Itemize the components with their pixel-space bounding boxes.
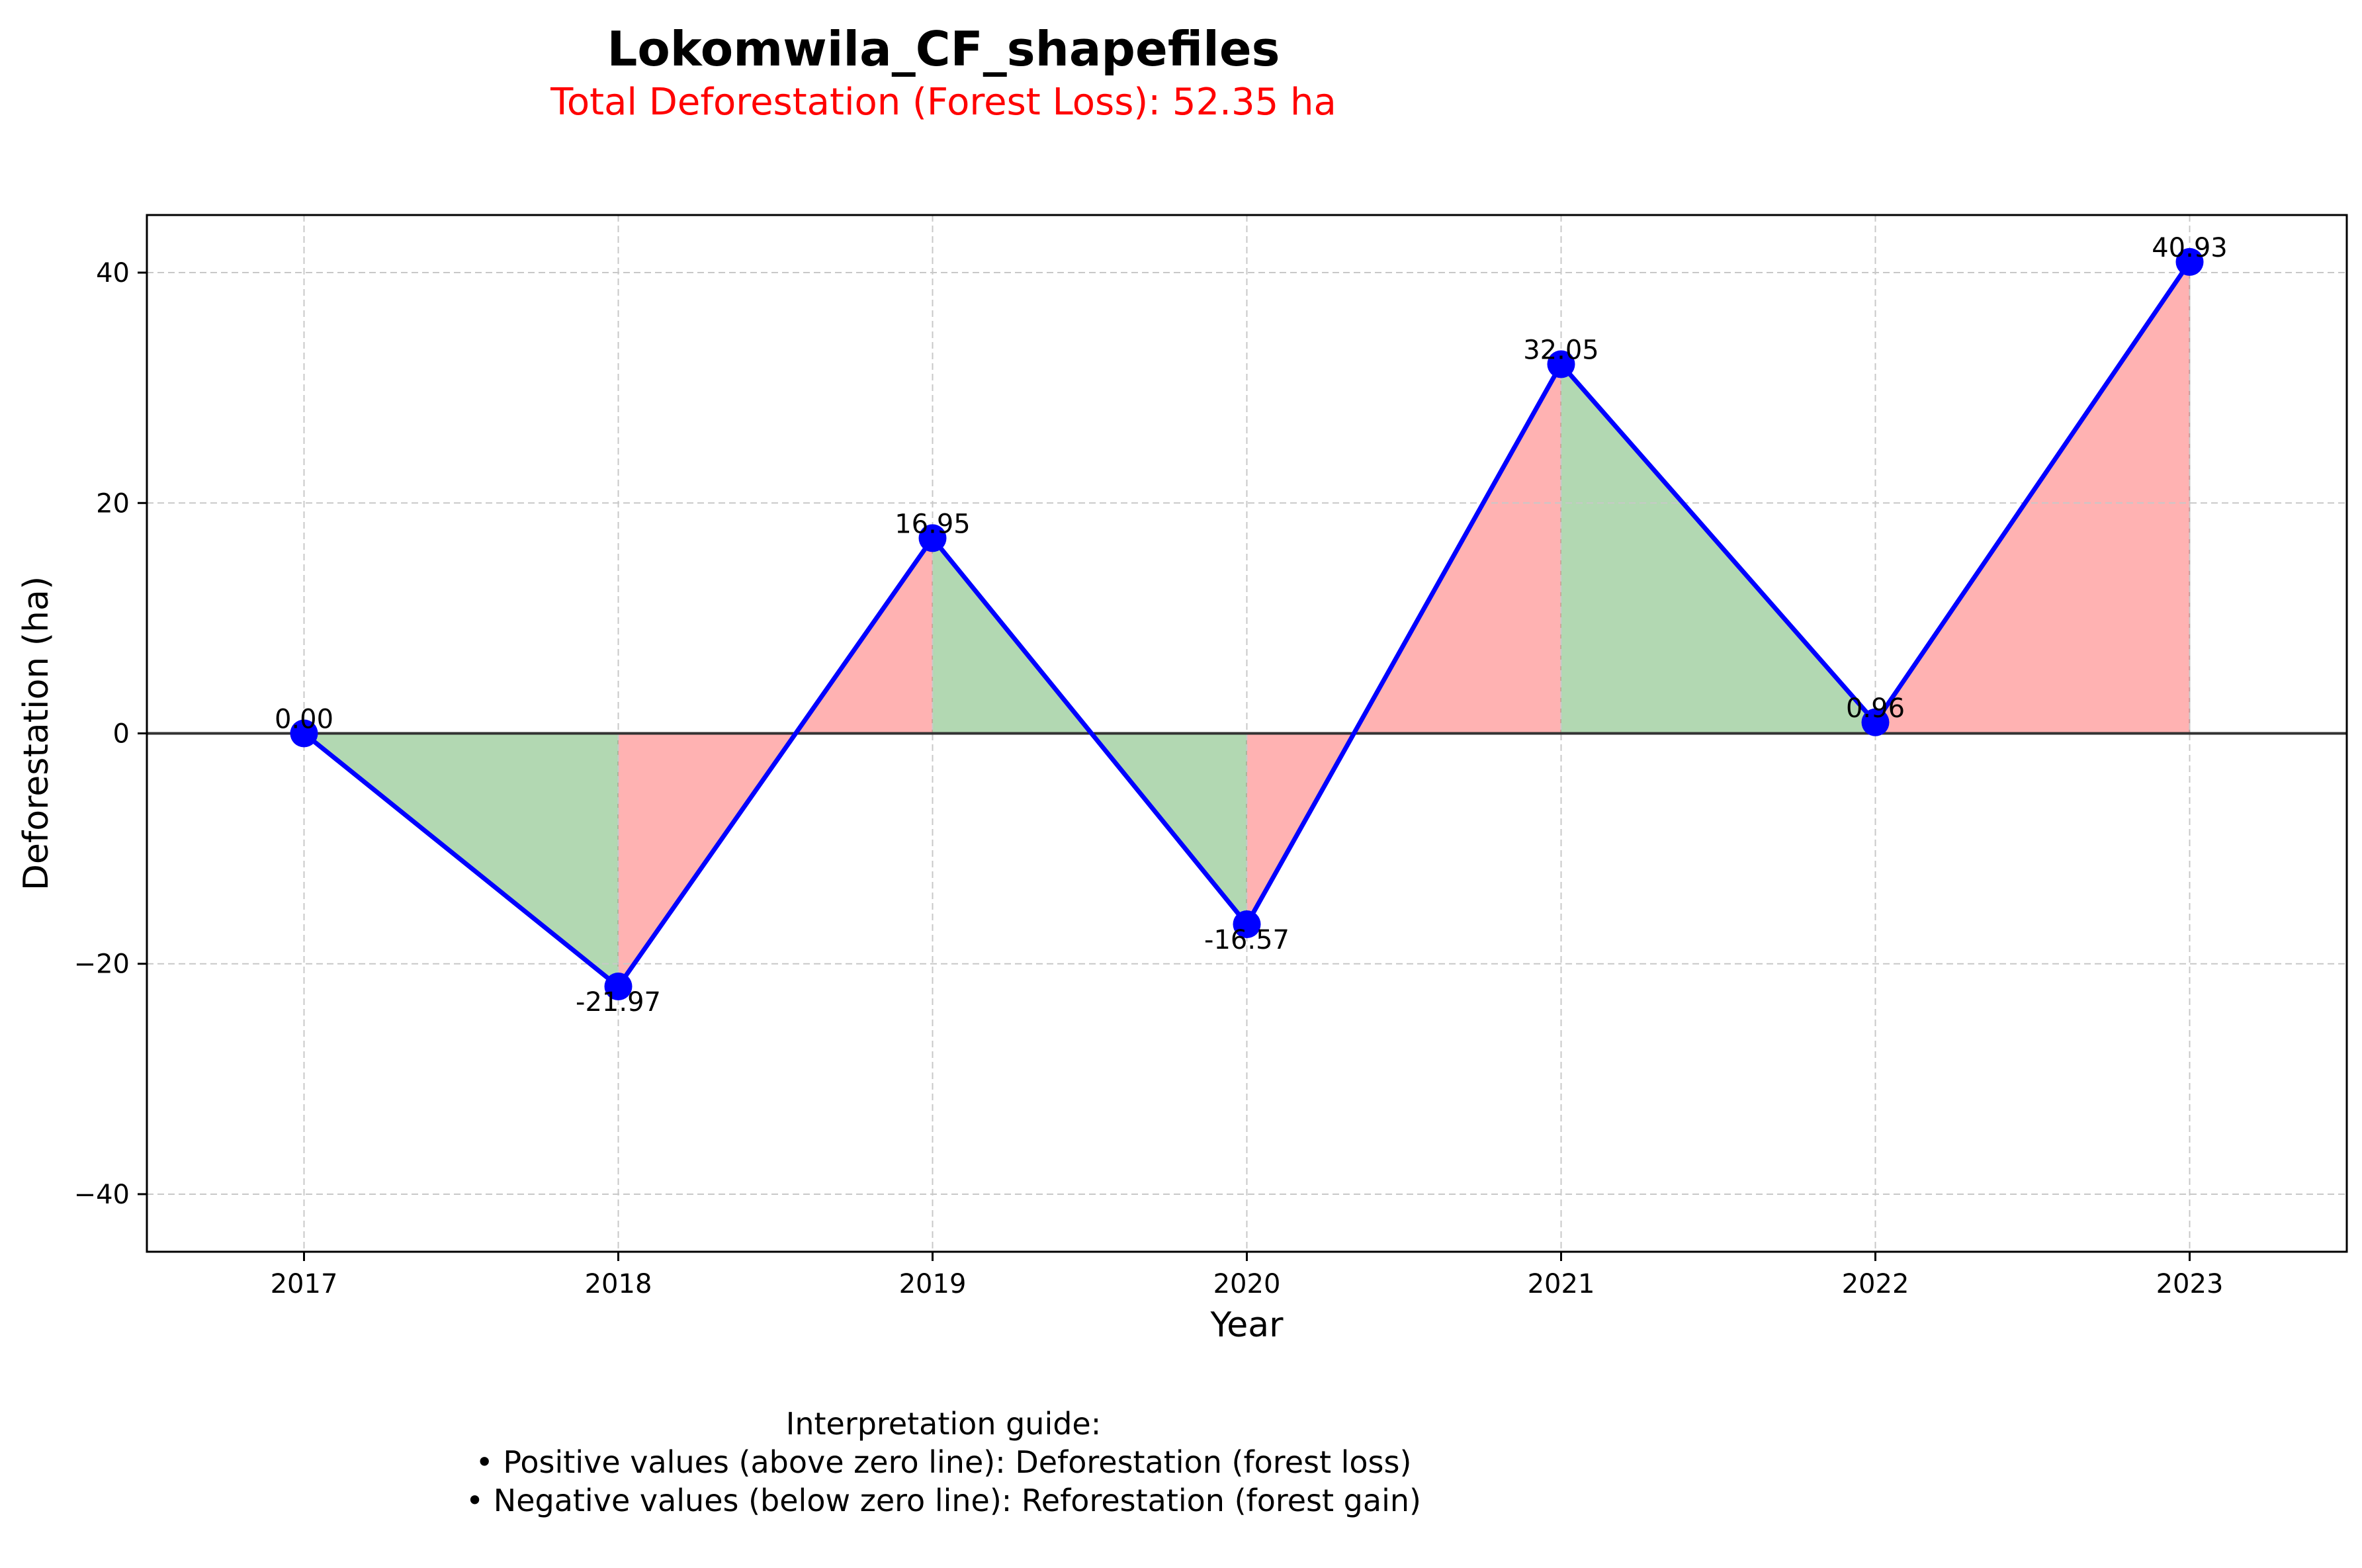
x-axis-label: Year [1209, 1305, 1284, 1345]
x-tick-label-2018: 2018 [585, 1269, 652, 1299]
data-point-2019 [918, 524, 947, 552]
data-point-2021 [1547, 350, 1575, 378]
chart-subtitle: Total Deforestation (Forest Loss): 52.35… [550, 81, 1336, 124]
chart-title: Lokomwila_CF_shapefiles [607, 21, 1280, 77]
y-tick-label-20: 20 [96, 488, 130, 519]
x-tick-label-2021: 2021 [1528, 1269, 1595, 1299]
data-point-2023 [2175, 247, 2204, 276]
interpretation-guide: Interpretation guide: • Positive values … [0, 1405, 1887, 1520]
y-tick-label-40: 40 [96, 258, 130, 288]
data-label-2020: -16.57 [1204, 925, 1290, 955]
x-tick-label-2023: 2023 [2156, 1269, 2224, 1299]
data-point-2018 [604, 973, 633, 1001]
data-point-2020 [1233, 910, 1261, 939]
guide-positive-line: • Positive values (above zero line): Def… [475, 1444, 1412, 1480]
data-label-2023: 40.93 [2152, 233, 2228, 263]
y-axis-label: Deforestation (ha) [17, 576, 56, 891]
data-label-2019: 16.95 [895, 509, 971, 539]
data-labels-group: 0.00 -21.97 16.95 -16.57 32.05 0.96 40.93 [275, 233, 2228, 1018]
guide-negative-line: • Negative values (below zero line): Ref… [466, 1483, 1421, 1518]
markers-group [290, 247, 2204, 1001]
data-point-2017 [290, 719, 318, 748]
x-tick-label-2022: 2022 [1842, 1269, 1909, 1299]
x-tick-label-2019: 2019 [899, 1269, 967, 1299]
x-tick-label-2020: 2020 [1213, 1269, 1281, 1299]
ticks-group: 2017 2018 2019 2020 2021 2022 2023 −40 −20 0 20 40 [74, 258, 2224, 1299]
guide-heading: Interpretation guide: [785, 1406, 1102, 1442]
y-tick-label-0: 0 [113, 719, 130, 750]
y-tick-label--20: −20 [74, 949, 130, 980]
x-tick-label-2017: 2017 [271, 1269, 338, 1299]
data-point-2022 [1861, 708, 1890, 736]
y-tick-label--40: −40 [74, 1180, 130, 1210]
data-label-2017: 0.00 [275, 705, 333, 735]
data-label-2018: -21.97 [576, 987, 661, 1018]
data-label-2022: 0.96 [1846, 693, 1905, 724]
data-label-2021: 32.05 [1523, 335, 1599, 365]
